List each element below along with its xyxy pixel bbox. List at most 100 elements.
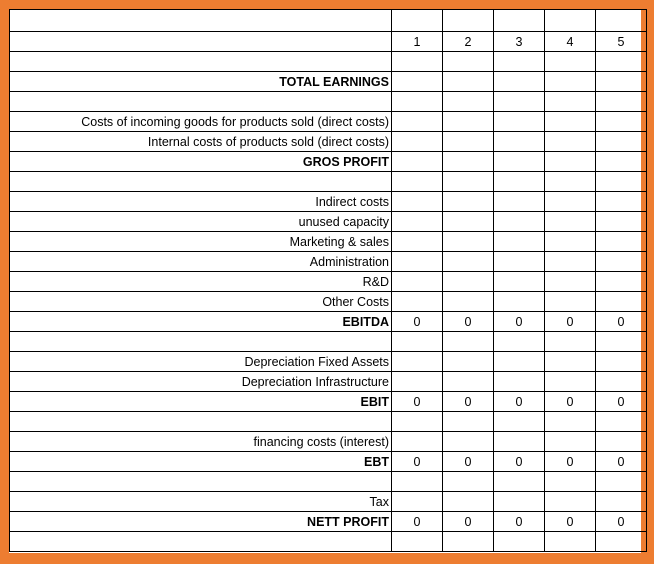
value-cell[interactable] bbox=[391, 251, 443, 272]
value-cell[interactable] bbox=[493, 71, 545, 92]
value-cell[interactable] bbox=[595, 431, 647, 452]
value-cell[interactable] bbox=[595, 71, 647, 92]
value-cell[interactable] bbox=[544, 271, 596, 292]
value-cell[interactable] bbox=[544, 531, 596, 552]
value-cell[interactable]: 0 bbox=[493, 391, 545, 412]
value-cell[interactable] bbox=[544, 51, 596, 72]
value-cell[interactable] bbox=[493, 111, 545, 132]
value-cell[interactable]: 0 bbox=[493, 451, 545, 472]
value-cell[interactable] bbox=[544, 231, 596, 252]
cell[interactable] bbox=[544, 9, 596, 32]
row-label-cell[interactable]: TOTAL EARNINGS bbox=[9, 71, 392, 92]
value-cell[interactable]: 0 bbox=[391, 391, 443, 412]
value-cell[interactable] bbox=[544, 251, 596, 272]
value-cell[interactable] bbox=[544, 131, 596, 152]
row-label-cell[interactable]: Depreciation Fixed Assets bbox=[9, 351, 392, 372]
value-cell[interactable]: 0 bbox=[595, 391, 647, 412]
row-label-cell[interactable]: Internal costs of products sold (direct … bbox=[9, 131, 392, 152]
value-cell[interactable] bbox=[442, 211, 494, 232]
value-cell[interactable] bbox=[442, 411, 494, 432]
cell[interactable] bbox=[595, 9, 647, 32]
row-label-cell[interactable]: financing costs (interest) bbox=[9, 431, 392, 452]
row-label-cell[interactable] bbox=[9, 531, 392, 552]
value-cell[interactable] bbox=[442, 151, 494, 172]
value-cell[interactable] bbox=[595, 171, 647, 192]
row-label-cell[interactable]: EBITDA bbox=[9, 311, 392, 332]
value-cell[interactable] bbox=[595, 371, 647, 392]
value-cell[interactable]: 0 bbox=[442, 391, 494, 412]
value-cell[interactable] bbox=[544, 351, 596, 372]
value-cell[interactable] bbox=[493, 211, 545, 232]
value-cell[interactable] bbox=[442, 231, 494, 252]
value-cell[interactable] bbox=[391, 111, 443, 132]
period-header-cell[interactable]: 3 bbox=[493, 31, 545, 52]
value-cell[interactable] bbox=[493, 431, 545, 452]
value-cell[interactable] bbox=[595, 131, 647, 152]
value-cell[interactable] bbox=[442, 371, 494, 392]
value-cell[interactable] bbox=[442, 271, 494, 292]
value-cell[interactable] bbox=[391, 51, 443, 72]
value-cell[interactable] bbox=[595, 531, 647, 552]
value-cell[interactable] bbox=[391, 431, 443, 452]
row-label-cell[interactable]: GROS PROFIT bbox=[9, 151, 392, 172]
period-header-cell[interactable]: 2 bbox=[442, 31, 494, 52]
value-cell[interactable] bbox=[544, 151, 596, 172]
value-cell[interactable] bbox=[493, 131, 545, 152]
period-header-cell[interactable]: 1 bbox=[391, 31, 443, 52]
value-cell[interactable] bbox=[595, 471, 647, 492]
value-cell[interactable] bbox=[391, 231, 443, 252]
value-cell[interactable] bbox=[493, 491, 545, 512]
value-cell[interactable] bbox=[442, 291, 494, 312]
value-cell[interactable] bbox=[595, 491, 647, 512]
value-cell[interactable] bbox=[391, 331, 443, 352]
value-cell[interactable]: 0 bbox=[595, 511, 647, 532]
value-cell[interactable]: 0 bbox=[391, 511, 443, 532]
value-cell[interactable]: 0 bbox=[595, 311, 647, 332]
value-cell[interactable] bbox=[493, 351, 545, 372]
row-label-cell[interactable]: NETT PROFIT bbox=[9, 511, 392, 532]
period-header-cell[interactable]: 4 bbox=[544, 31, 596, 52]
value-cell[interactable] bbox=[391, 71, 443, 92]
value-cell[interactable] bbox=[493, 331, 545, 352]
value-cell[interactable] bbox=[493, 371, 545, 392]
row-label-cell[interactable]: Other Costs bbox=[9, 291, 392, 312]
value-cell[interactable] bbox=[391, 191, 443, 212]
value-cell[interactable] bbox=[391, 131, 443, 152]
value-cell[interactable] bbox=[442, 171, 494, 192]
value-cell[interactable] bbox=[493, 51, 545, 72]
value-cell[interactable] bbox=[442, 131, 494, 152]
cell[interactable] bbox=[9, 9, 392, 32]
value-cell[interactable] bbox=[391, 211, 443, 232]
value-cell[interactable] bbox=[442, 531, 494, 552]
cell[interactable] bbox=[493, 9, 545, 32]
row-label-cell[interactable]: EBIT bbox=[9, 391, 392, 412]
value-cell[interactable] bbox=[595, 191, 647, 212]
value-cell[interactable] bbox=[391, 291, 443, 312]
value-cell[interactable] bbox=[544, 371, 596, 392]
value-cell[interactable] bbox=[595, 51, 647, 72]
value-cell[interactable] bbox=[493, 471, 545, 492]
value-cell[interactable]: 0 bbox=[493, 311, 545, 332]
value-cell[interactable] bbox=[544, 191, 596, 212]
value-cell[interactable] bbox=[544, 111, 596, 132]
value-cell[interactable] bbox=[442, 251, 494, 272]
value-cell[interactable] bbox=[493, 411, 545, 432]
value-cell[interactable] bbox=[442, 331, 494, 352]
value-cell[interactable] bbox=[595, 91, 647, 112]
value-cell[interactable] bbox=[391, 351, 443, 372]
value-cell[interactable] bbox=[544, 431, 596, 452]
value-cell[interactable] bbox=[595, 351, 647, 372]
period-header-cell[interactable]: 5 bbox=[595, 31, 647, 52]
row-label-cell[interactable]: R&D bbox=[9, 271, 392, 292]
value-cell[interactable]: 0 bbox=[493, 511, 545, 532]
value-cell[interactable] bbox=[544, 471, 596, 492]
row-label-cell[interactable]: Administration bbox=[9, 251, 392, 272]
row-label-cell[interactable] bbox=[9, 171, 392, 192]
row-label-cell[interactable] bbox=[9, 51, 392, 72]
value-cell[interactable] bbox=[544, 71, 596, 92]
cell[interactable] bbox=[442, 9, 494, 32]
value-cell[interactable] bbox=[442, 431, 494, 452]
value-cell[interactable] bbox=[544, 211, 596, 232]
value-cell[interactable] bbox=[442, 351, 494, 372]
value-cell[interactable] bbox=[442, 491, 494, 512]
